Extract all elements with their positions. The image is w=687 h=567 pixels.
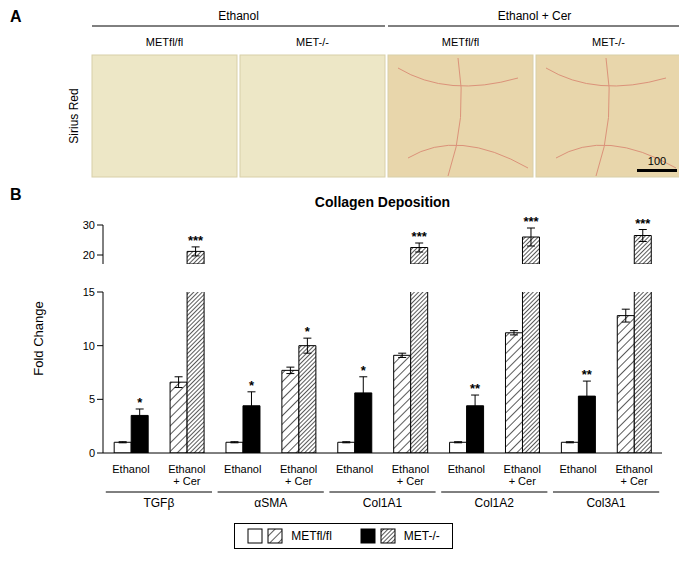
- svg-text:+ Cer: + Cer: [509, 475, 537, 487]
- svg-text:Col1A2: Col1A2: [475, 496, 515, 510]
- svg-text:Ethanol: Ethanol: [448, 463, 485, 475]
- svg-text:MET-/-: MET-/-: [296, 36, 329, 48]
- svg-text:Ethanol: Ethanol: [559, 463, 596, 475]
- svg-text:Ethanol: Ethanol: [218, 9, 259, 23]
- svg-text:0: 0: [89, 447, 95, 459]
- html-text:B: B: [10, 186, 22, 203]
- svg-text:METfl/fl: METfl/fl: [442, 36, 479, 48]
- svg-text:**: **: [470, 381, 481, 396]
- svg-text:***: ***: [523, 215, 539, 229]
- svg-text:Ethanol: Ethanol: [224, 463, 261, 475]
- svg-text:*: *: [305, 324, 311, 339]
- svg-text:***: ***: [635, 216, 651, 231]
- svg-text:Col3A1: Col3A1: [586, 496, 626, 510]
- svg-text:*: *: [137, 395, 143, 410]
- svg-text:MET-/-: MET-/-: [592, 36, 625, 48]
- svg-text:METfl/fl: METfl/fl: [146, 36, 183, 48]
- svg-text:15: 15: [83, 286, 95, 298]
- svg-text:A: A: [10, 8, 22, 25]
- svg-text:Ethanol: Ethanol: [615, 463, 652, 475]
- svg-text:Ethanol: Ethanol: [336, 463, 373, 475]
- svg-text:Ethanol: Ethanol: [504, 463, 541, 475]
- svg-text:αSMA: αSMA: [254, 496, 287, 510]
- html-text:METfl/fl: METfl/fl: [291, 529, 332, 543]
- svg-text:Ethanol: Ethanol: [280, 463, 317, 475]
- svg-text:Ethanol: Ethanol: [168, 463, 205, 475]
- svg-text:+ Cer: + Cer: [397, 475, 425, 487]
- svg-text:+ Cer: + Cer: [285, 475, 313, 487]
- svg-text:Sirius Red: Sirius Red: [67, 88, 81, 143]
- svg-text:30: 30: [83, 219, 95, 231]
- html-text:MET-/-: MET-/-: [403, 529, 440, 543]
- html-text:Collagen Deposition: Collagen Deposition: [314, 194, 451, 210]
- svg-text:***: ***: [412, 229, 428, 244]
- svg-text:100: 100: [648, 155, 666, 167]
- svg-text:TGFβ: TGFβ: [143, 496, 174, 510]
- svg-text:***: ***: [188, 233, 204, 248]
- svg-text:Ethanol + Cer: Ethanol + Cer: [498, 9, 572, 23]
- svg-text:*: *: [361, 363, 367, 378]
- html-text:Fold Change: Fold Change: [30, 301, 46, 376]
- svg-text:Ethanol: Ethanol: [112, 463, 149, 475]
- svg-text:5: 5: [89, 393, 95, 405]
- svg-text:*: *: [249, 378, 255, 393]
- svg-text:+ Cer: + Cer: [173, 475, 201, 487]
- svg-text:Col1A1: Col1A1: [363, 496, 403, 510]
- svg-text:**: **: [582, 367, 593, 382]
- svg-text:Ethanol: Ethanol: [392, 463, 429, 475]
- svg-text:+ Cer: + Cer: [620, 475, 648, 487]
- svg-text:10: 10: [83, 340, 95, 352]
- svg-text:20: 20: [83, 249, 95, 261]
